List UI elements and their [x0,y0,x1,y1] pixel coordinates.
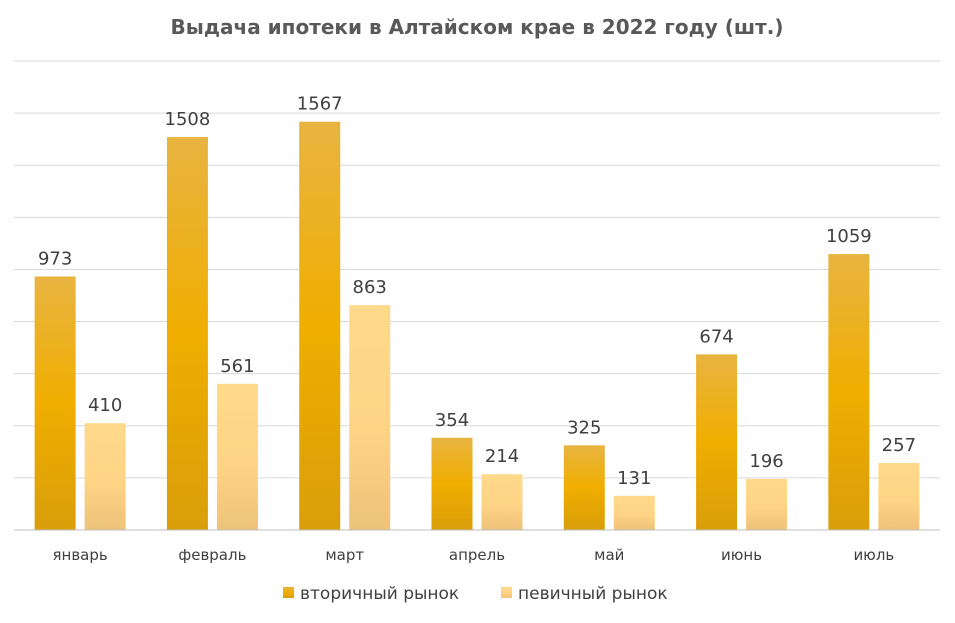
x-tick-label: январь [53,546,108,564]
data-label: 973 [38,248,72,269]
x-tick-label: март [325,546,364,564]
bar-primary-6 [878,463,920,530]
data-label: 1059 [826,226,872,247]
data-label: 1508 [165,109,211,130]
legend: вторичный рынок певичный рынок [283,584,668,604]
data-label: 1567 [297,94,343,115]
data-label: 257 [882,435,916,456]
legend-label: вторичный рынок [300,584,459,604]
bar-secondary-2 [299,121,341,530]
x-tick-label: апрель [449,546,505,564]
bar-secondary-3 [431,437,473,530]
chart-title: Выдача ипотеки в Алтайском крае в 2022 г… [171,15,784,39]
data-label: 561 [220,356,254,377]
data-label: 196 [749,451,783,472]
data-label: 354 [435,410,469,431]
data-label: 674 [699,326,733,347]
bars [34,121,920,531]
x-tick-label: июнь [721,546,762,564]
gridlines [14,60,940,479]
x-tick-label: февраль [178,546,246,564]
x-tick-label: май [594,546,624,564]
x-tick-label: июль [853,546,894,564]
data-label: 214 [485,446,519,467]
legend-swatch [283,587,294,598]
legend-label: певичный рынок [518,584,668,604]
bar-primary-2 [349,305,391,530]
bar-secondary-1 [166,137,208,531]
data-labels: 973 410 1508 561 1567 863 354 214 325 131 674 196 10… [38,94,916,489]
data-label: 131 [617,468,651,489]
bar-primary-0 [84,423,126,530]
bar-secondary-0 [34,276,76,530]
bar-primary-3 [481,474,523,530]
bar-primary-5 [746,478,788,530]
bar-primary-1 [216,383,258,530]
bar-secondary-4 [563,445,605,530]
legend-swatch [501,587,512,598]
x-tick-labels: январь февраль март апрель май июнь июль [53,546,895,564]
bar-secondary-5 [696,354,738,530]
data-label: 863 [353,277,387,298]
bar-primary-4 [613,495,655,530]
data-label: 410 [88,395,122,416]
data-label: 325 [567,417,601,438]
bar-secondary-6 [828,254,870,531]
